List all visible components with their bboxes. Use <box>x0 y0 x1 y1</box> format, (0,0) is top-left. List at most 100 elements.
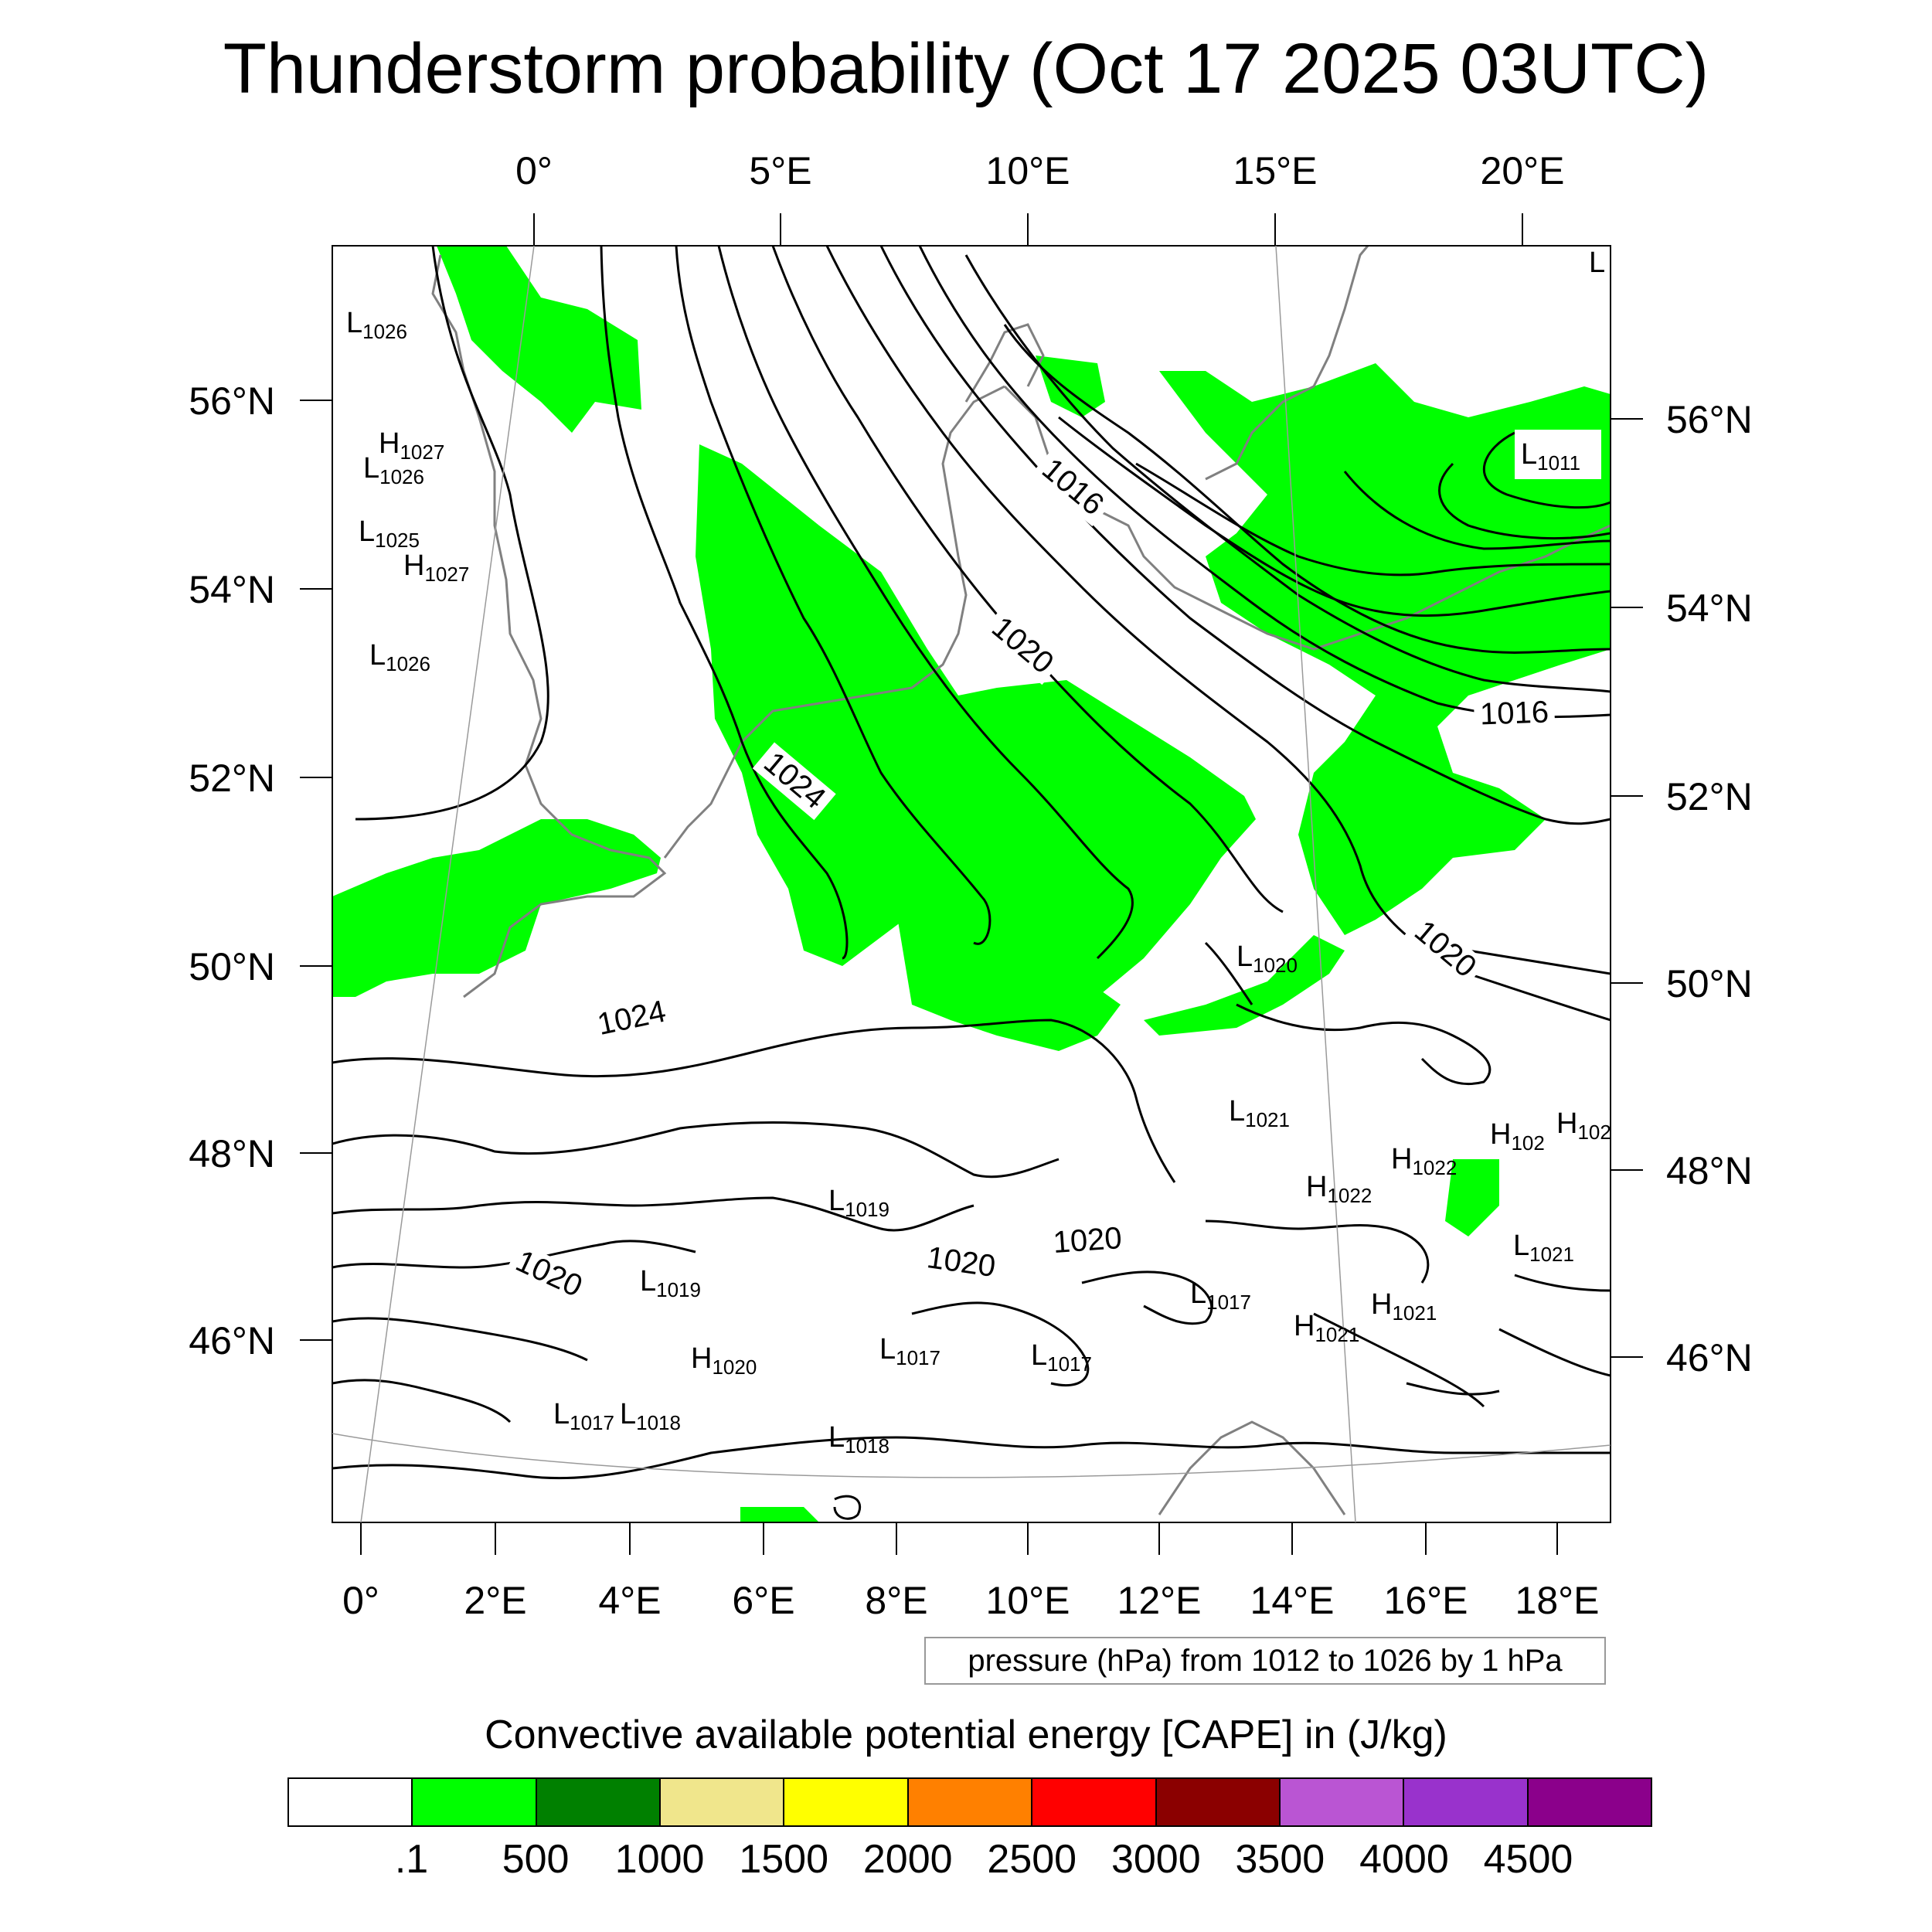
colorbar-label: .1 <box>394 1837 429 1882</box>
coastline-sweden <box>1205 246 1369 481</box>
colorbar-title: Convective available potential energy [C… <box>485 1713 1447 1757</box>
pressure-center: L1025 <box>359 515 420 552</box>
colorbar-swatch <box>908 1779 1033 1825</box>
left-lat-label: 50°N <box>189 945 275 988</box>
cape-region-north-germany <box>1036 355 1105 417</box>
meridian-15e <box>1275 246 1356 1522</box>
colorbar-swatch <box>1404 1779 1529 1825</box>
pressure-center: L1011 <box>1521 438 1580 474</box>
pressure-center: L1019 <box>828 1185 889 1221</box>
pressure-center: L1017 <box>1031 1339 1092 1376</box>
colorbar-label: 4000 <box>1359 1837 1449 1882</box>
cape-region-baltic <box>1159 363 1611 935</box>
colorbar-swatch <box>536 1779 662 1825</box>
right-lat-label: 54°N <box>1666 587 1753 630</box>
pressure-center: H1020 <box>691 1342 757 1379</box>
colorbar-swatch <box>1032 1779 1157 1825</box>
left-lat-label: 46°N <box>189 1319 275 1362</box>
bottom-lon-label: 14°E <box>1250 1579 1335 1622</box>
cape-region-poland-sub <box>1144 935 1345 1036</box>
isobar-label: 1024 <box>594 995 668 1043</box>
right-lat-label: 52°N <box>1666 775 1753 818</box>
cape-region-north-sea <box>437 246 641 433</box>
pressure-center: L1018 <box>828 1421 889 1458</box>
bottom-lon-label: 4°E <box>598 1579 661 1622</box>
pressure-center: L1026 <box>369 639 430 675</box>
pressure-center: L <box>1589 247 1605 279</box>
bottom-lon-label: 12°E <box>1117 1579 1202 1622</box>
top-lon-label: 0° <box>515 149 553 192</box>
right-lat-label: 56°N <box>1666 398 1753 441</box>
bottom-lon-label: 0° <box>342 1579 379 1622</box>
bottom-lon-label: 10°E <box>986 1579 1070 1622</box>
right-lat-labels: 56°N 54°N 52°N 50°N 48°N 46°N <box>1666 398 1753 1379</box>
left-lat-label: 56°N <box>189 379 275 423</box>
right-lat-label: 48°N <box>1666 1149 1753 1192</box>
colorbar-swatch <box>784 1779 909 1825</box>
pressure-center: L1017 <box>879 1333 940 1369</box>
left-lat-label: 52°N <box>189 757 275 800</box>
cape-fill-regions <box>332 246 1611 1522</box>
top-lon-labels: 0° 5°E 10°E 15°E 20°E <box>515 149 1564 192</box>
pressure-center: L1021 <box>1513 1230 1574 1266</box>
colorbar-swatch <box>413 1779 537 1825</box>
bottom-lon-label: 8°E <box>865 1579 927 1622</box>
colorbar-swatch <box>289 1779 413 1825</box>
colorbar-label: 4500 <box>1483 1837 1573 1882</box>
pressure-center: L1021 <box>1229 1095 1290 1131</box>
pressure-center: H1021 <box>1371 1288 1437 1325</box>
coastline-continent <box>663 385 1005 859</box>
pressure-center: L1026 <box>363 452 424 488</box>
colorbar-label: 3500 <box>1235 1837 1325 1882</box>
colorbar-swatch <box>1156 1779 1281 1825</box>
plot-frame <box>332 245 1611 1523</box>
colorbar <box>287 1777 1652 1827</box>
colorbar-label: 3000 <box>1111 1837 1201 1882</box>
pressure-center-labels: L1026 H1027 L1026 L1025 H1027 L1026 L101… <box>346 247 1611 1458</box>
pressure-note: pressure (hPa) from 1012 to 1026 by 1 hP… <box>924 1637 1606 1685</box>
isobar-label: 1016 <box>1479 695 1549 731</box>
cape-region-english-channel <box>332 819 661 997</box>
pressure-center: H1027 <box>403 549 469 586</box>
colorbar-swatch <box>1528 1779 1651 1825</box>
left-lat-labels: 56°N 54°N 52°N 50°N 48°N 46°N <box>189 379 275 1362</box>
pressure-center: H1022 <box>1391 1143 1457 1179</box>
pressure-center: H102 <box>1490 1118 1545 1155</box>
meridian-0 <box>360 246 535 1522</box>
isobar-label: 1020 <box>511 1243 587 1303</box>
cape-region-germany-east <box>896 912 1121 1051</box>
top-lon-label: 15°E <box>1233 149 1318 192</box>
left-lat-label: 48°N <box>189 1132 275 1175</box>
colorbar-label: 2000 <box>862 1837 953 1882</box>
top-lon-label: 10°E <box>986 149 1070 192</box>
axis-ticks <box>300 213 1643 1555</box>
isobar-label: 1020 <box>1052 1221 1123 1260</box>
top-lon-label: 5°E <box>749 149 811 192</box>
right-lat-label: 46°N <box>1666 1336 1753 1379</box>
colorbar-label: 1500 <box>739 1837 829 1882</box>
pressure-center: H1021 <box>1294 1310 1359 1346</box>
pressure-center: L1018 <box>620 1398 681 1434</box>
top-lon-label: 20°E <box>1481 149 1565 192</box>
isobar-label: 1020 <box>925 1240 998 1284</box>
colorbar-swatch <box>1280 1779 1405 1825</box>
isobars <box>332 246 1611 1520</box>
colorbar-label: 1000 <box>614 1837 705 1882</box>
bottom-lon-label: 18°E <box>1515 1579 1600 1622</box>
graticule <box>332 246 1611 1522</box>
colorbar-label: 500 <box>502 1837 570 1882</box>
right-lat-label: 50°N <box>1666 962 1753 1005</box>
bottom-lon-labels: 0° 2°E 4°E 6°E 8°E 10°E 12°E 14°E 16°E 1… <box>342 1579 1599 1622</box>
colorbar-swatch <box>661 1779 785 1825</box>
cape-region-south <box>740 1507 819 1522</box>
pressure-center: L1019 <box>640 1265 701 1301</box>
parallel-45n <box>332 1433 1611 1478</box>
pressure-center: L1026 <box>346 307 407 343</box>
pressure-center: H102 <box>1556 1107 1611 1144</box>
cape-region-slovakia <box>1445 1159 1499 1236</box>
cape-region-benelux-germany <box>696 444 1256 1043</box>
bottom-lon-label: 16°E <box>1384 1579 1468 1622</box>
pressure-center: H1027 <box>379 427 444 464</box>
pressure-center: L1017 <box>553 1398 614 1434</box>
